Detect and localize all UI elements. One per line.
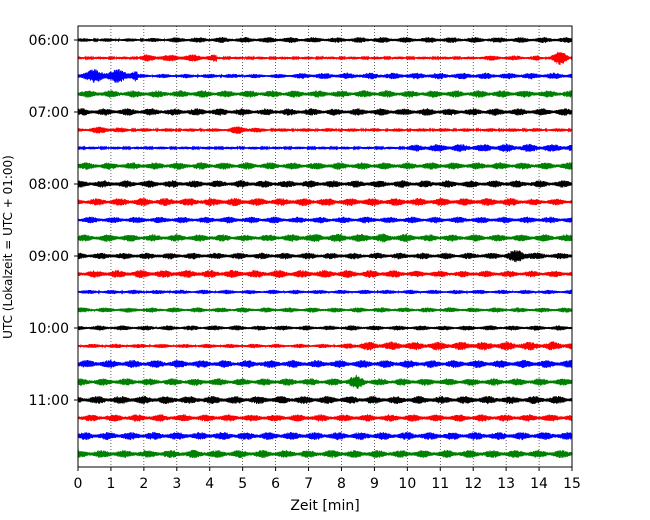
x-tick-label: 11 bbox=[431, 476, 449, 492]
x-tick-label: 5 bbox=[238, 476, 247, 492]
trace-0830 bbox=[77, 216, 573, 224]
x-tick-label: 3 bbox=[172, 476, 181, 492]
x-axis-label: Zeit [min] bbox=[290, 498, 359, 514]
y-tick-label: 11:00 bbox=[29, 393, 69, 409]
trace-0630 bbox=[77, 69, 573, 83]
trace-0815 bbox=[77, 197, 573, 207]
x-tick-label: 6 bbox=[271, 476, 280, 492]
x-tick-label: 14 bbox=[530, 476, 548, 492]
trace-1045 bbox=[77, 374, 573, 389]
x-tick-label: 8 bbox=[337, 476, 346, 492]
trace-0915 bbox=[77, 269, 573, 279]
seismic-traces bbox=[77, 36, 573, 459]
x-tick-label: 0 bbox=[74, 476, 83, 492]
x-tick-label: 4 bbox=[205, 476, 214, 492]
trace-0615 bbox=[77, 51, 573, 65]
trace-0800 bbox=[77, 180, 573, 188]
trace-0700 bbox=[77, 108, 573, 116]
trace-0945 bbox=[77, 307, 573, 313]
plot-background bbox=[78, 26, 572, 467]
trace-0715 bbox=[77, 126, 573, 134]
x-tick-label: 13 bbox=[497, 476, 515, 492]
y-axis-ticks: 06:00 07:00 08:00 09:00 10:00 11:00 bbox=[29, 33, 78, 409]
y-tick-label: 10:00 bbox=[29, 321, 69, 337]
trace-0745 bbox=[77, 162, 573, 170]
trace-0645 bbox=[77, 90, 573, 98]
y-axis-label: UTC (Lokalzeit = UTC + 01:00) bbox=[1, 155, 15, 339]
x-tick-label: 12 bbox=[464, 476, 482, 492]
x-tick-label: 9 bbox=[370, 476, 379, 492]
trace-0845 bbox=[77, 233, 573, 243]
trace-0730 bbox=[77, 143, 573, 153]
trace-0600 bbox=[77, 36, 573, 44]
trace-0930 bbox=[77, 289, 573, 295]
trace-0900 bbox=[77, 250, 573, 263]
y-tick-label: 08:00 bbox=[29, 177, 69, 193]
plot-frame bbox=[77, 25, 573, 468]
trace-1030 bbox=[77, 359, 573, 369]
y-tick-label: 06:00 bbox=[29, 33, 69, 49]
x-axis-ticks: 0 1 2 3 4 5 6 7 8 9 10 11 12 13 14 15 bbox=[74, 467, 581, 492]
trace-1145 bbox=[77, 449, 573, 459]
x-tick-label: 15 bbox=[563, 476, 581, 492]
trace-1130 bbox=[77, 431, 573, 441]
x-tick-label: 1 bbox=[106, 476, 115, 492]
x-tick-label: 7 bbox=[304, 476, 313, 492]
x-tick-label: 10 bbox=[398, 476, 416, 492]
trace-1115 bbox=[77, 414, 573, 422]
y-tick-label: 07:00 bbox=[29, 105, 69, 121]
trace-1000 bbox=[77, 325, 573, 331]
x-tick-label: 2 bbox=[139, 476, 148, 492]
trace-1100 bbox=[77, 395, 573, 405]
trace-1015 bbox=[77, 341, 573, 351]
y-tick-label: 09:00 bbox=[29, 249, 69, 265]
